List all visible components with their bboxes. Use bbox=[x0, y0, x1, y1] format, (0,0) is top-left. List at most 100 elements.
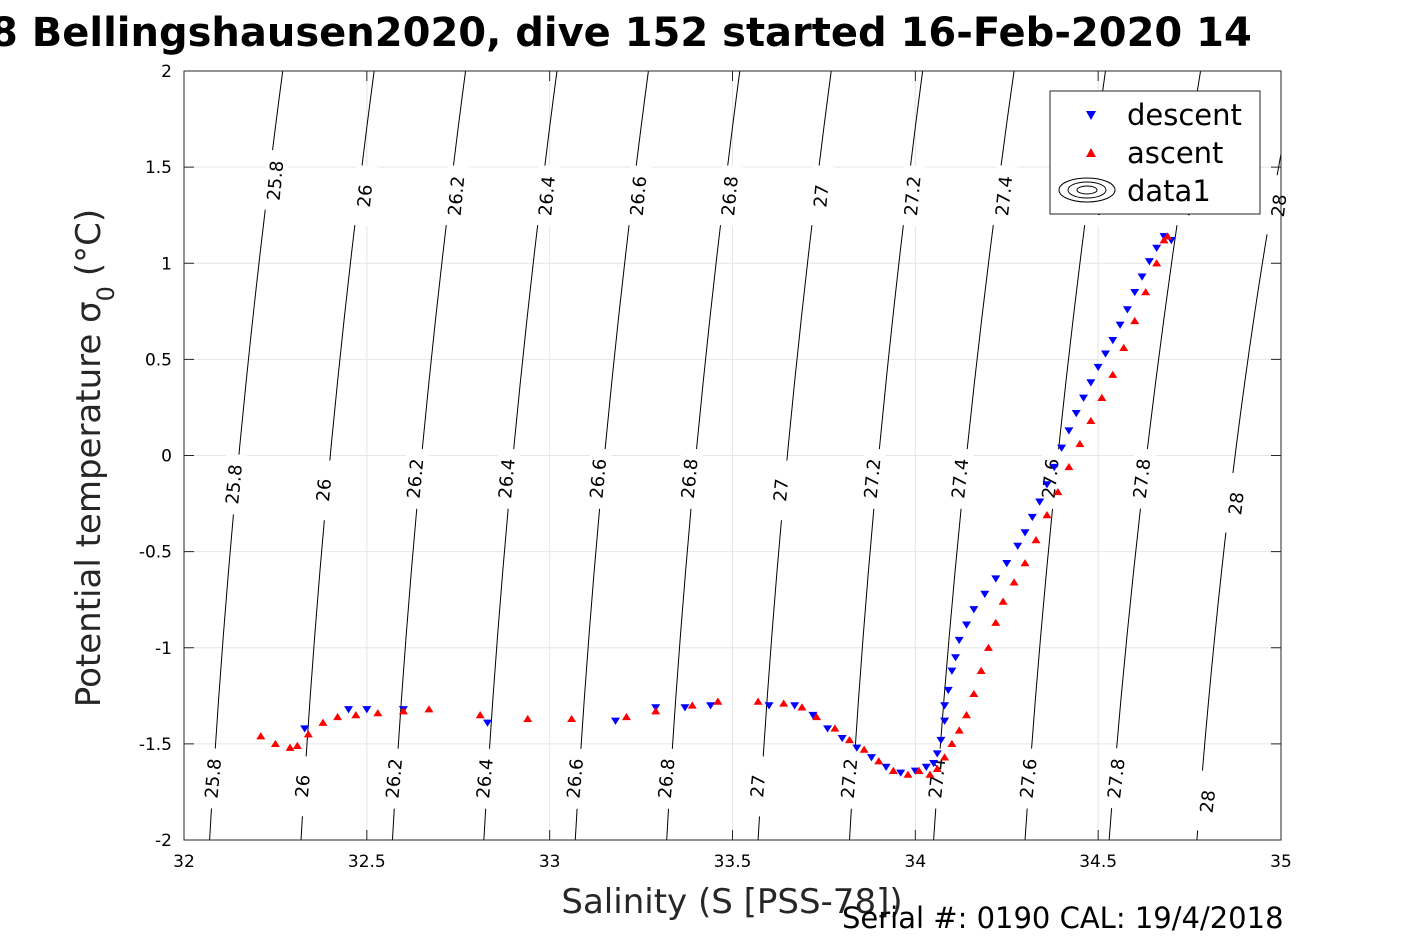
contour-label: 26.2 bbox=[382, 758, 407, 800]
contour-label: 26.6 bbox=[586, 458, 611, 500]
x-tick-label: 33.5 bbox=[714, 852, 752, 872]
contour-label-background bbox=[1193, 770, 1223, 833]
contour-label-background bbox=[584, 447, 613, 510]
ascent-point bbox=[333, 712, 343, 721]
contour-label-background bbox=[858, 447, 887, 510]
contour-label-background bbox=[990, 164, 1019, 227]
contour-label-background bbox=[923, 747, 952, 810]
contour-label: 27.2 bbox=[838, 758, 863, 800]
contour-label-background bbox=[624, 165, 653, 227]
ascent-point bbox=[713, 697, 723, 705]
data-series bbox=[256, 232, 1176, 778]
ascent-point bbox=[285, 743, 295, 751]
series-descent bbox=[300, 233, 1176, 777]
contour-label: 26 bbox=[313, 478, 336, 503]
series-ascent bbox=[256, 232, 1173, 778]
descent-point bbox=[896, 769, 906, 777]
chart-title: 8 Bellingshausen2020, dive 152 started 1… bbox=[0, 10, 1252, 56]
contour-label: 27.4 bbox=[992, 175, 1017, 217]
ascent-point bbox=[1053, 487, 1063, 496]
contour-label: 27.8 bbox=[1130, 457, 1156, 499]
descent-point bbox=[980, 590, 990, 598]
ascent-point bbox=[976, 666, 986, 674]
contour-labels: 25.8 25.8 25.8 26 26 26 26.2 26.2 26.2 26.4 26.4 26… bbox=[199, 149, 1294, 833]
legend-descent-marker bbox=[1086, 111, 1096, 120]
ascent-point bbox=[991, 618, 1001, 626]
contour-label-background bbox=[442, 165, 471, 227]
contour-label-background bbox=[199, 747, 228, 810]
contour-label-background bbox=[380, 747, 409, 810]
descent-point bbox=[936, 736, 946, 745]
contour-label: 27.8 bbox=[1104, 757, 1130, 799]
ascent-point bbox=[1064, 462, 1074, 471]
contour-label: 26.8 bbox=[655, 758, 680, 800]
x-tick-label: 32.5 bbox=[348, 852, 386, 872]
descent-point bbox=[1130, 288, 1140, 297]
contour-label: 26.6 bbox=[627, 175, 652, 217]
descent-point bbox=[300, 725, 310, 733]
descent-point bbox=[1100, 350, 1110, 358]
descent-point bbox=[706, 702, 716, 710]
contour-label-background bbox=[533, 165, 561, 227]
descent-point bbox=[881, 763, 891, 771]
descent-point bbox=[852, 744, 862, 752]
ascent-point bbox=[1075, 439, 1085, 448]
serial-cal-caption: Serial #: 0190 CAL: 19/4/2018 bbox=[842, 901, 1284, 935]
contour-label: 26.8 bbox=[678, 458, 703, 500]
contour-label-background bbox=[493, 447, 521, 510]
ascent-point bbox=[914, 766, 924, 774]
contour-label: 28 bbox=[1268, 193, 1292, 218]
contour-label-background bbox=[220, 453, 248, 516]
descent-point bbox=[940, 717, 950, 725]
ascent-point bbox=[1020, 559, 1030, 567]
descent-point bbox=[991, 575, 1001, 583]
ascent-point bbox=[859, 745, 869, 753]
descent-point bbox=[1071, 410, 1081, 418]
descent-point bbox=[929, 759, 939, 768]
descent-point bbox=[790, 702, 800, 710]
descent-point bbox=[1115, 321, 1125, 329]
contour-label-background bbox=[1014, 747, 1043, 810]
x-tick-label: 34.5 bbox=[1079, 852, 1117, 872]
contour-label-background bbox=[1264, 174, 1294, 237]
ascent-point bbox=[687, 701, 697, 709]
descent-point bbox=[969, 606, 979, 614]
legend-data1-label: data1 bbox=[1127, 174, 1211, 208]
ascent-point bbox=[998, 597, 1008, 605]
y-tick-label: 0 bbox=[161, 447, 172, 467]
descent-point bbox=[1002, 560, 1012, 568]
ascent-point bbox=[256, 732, 266, 740]
descent-point bbox=[610, 717, 620, 725]
ascent-point bbox=[983, 643, 993, 651]
contour-label-background bbox=[401, 447, 430, 510]
contour-label: 26 bbox=[354, 184, 377, 209]
descent-point bbox=[1057, 444, 1067, 452]
contour-label: 26.2 bbox=[445, 175, 470, 217]
ascent-point bbox=[845, 735, 855, 744]
descent-point bbox=[1064, 427, 1074, 435]
descent-point bbox=[362, 706, 372, 714]
contour-label: 27 bbox=[770, 478, 793, 503]
contour-label-background bbox=[1101, 747, 1131, 810]
descent-point bbox=[823, 725, 833, 733]
descent-point bbox=[344, 706, 354, 714]
y-axis-label-main: Potential temperature σ bbox=[69, 301, 109, 707]
contour-label: 27 bbox=[810, 184, 833, 209]
descent-point bbox=[1013, 542, 1023, 550]
ascent-point bbox=[962, 710, 972, 719]
ascent-point bbox=[1130, 316, 1140, 325]
ascent-point bbox=[1163, 232, 1173, 240]
ascent-point bbox=[621, 712, 631, 721]
ascent-point bbox=[753, 697, 763, 705]
x-tick-label: 33 bbox=[539, 852, 561, 872]
ascent-point bbox=[651, 707, 661, 715]
descent-point bbox=[866, 754, 876, 762]
descent-point bbox=[947, 667, 957, 675]
ascent-point bbox=[567, 714, 577, 723]
contour-label-background bbox=[261, 149, 290, 212]
descent-point bbox=[1152, 244, 1162, 252]
ascent-point bbox=[932, 764, 942, 773]
descent-point bbox=[808, 711, 818, 720]
ascent-point bbox=[1119, 343, 1129, 351]
contour-label-background bbox=[807, 165, 836, 227]
